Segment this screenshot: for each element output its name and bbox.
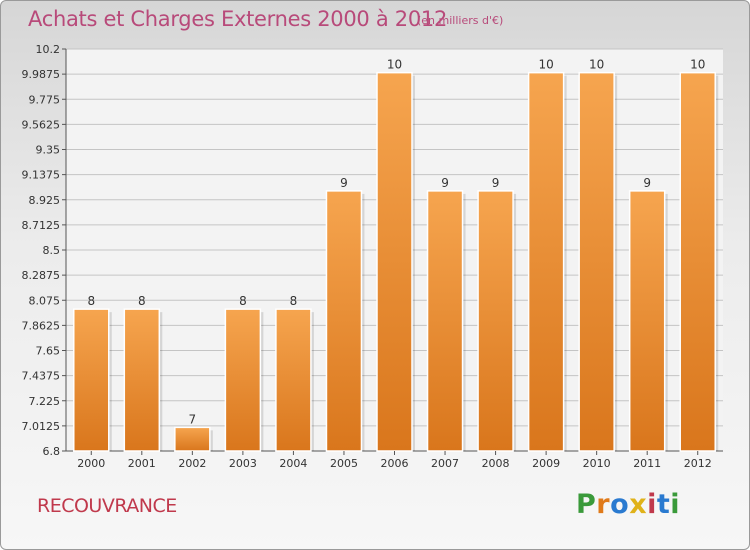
x-tick-label: 2009 [532,457,560,470]
y-tick-label: 7.225 [29,395,61,408]
bar [527,71,565,452]
y-tick-label: 8.925 [29,194,61,207]
x-tick-label: 2006 [381,457,409,470]
bar [174,426,211,452]
x-tick-label: 2010 [583,457,611,470]
bar-value-label: 10 [690,58,705,72]
bar-value-label: 10 [538,58,553,72]
bar-value-label: 10 [387,58,402,72]
logo-letter: i [670,489,681,520]
y-tick-label: 9.775 [29,93,61,106]
bar-value-label: 8 [239,294,247,308]
bar-value-label: 9 [643,176,651,190]
logo-letter: x [629,489,648,520]
y-tick-label: 6.8 [43,445,61,458]
bar [376,71,413,452]
x-tick-label: 2001 [128,457,156,470]
bar [224,308,262,452]
y-tick-label: 7.4375 [22,370,61,383]
bar [628,190,666,452]
bar [578,71,615,452]
bar [426,190,464,452]
bar-value-label: 9 [492,176,500,190]
bar [73,308,110,452]
bar [477,190,514,452]
logo-letter: o [610,489,630,520]
chart-title: Achats et Charges Externes 2000 à 2012 [28,7,448,31]
commune-name: RECOUVRANCE [37,495,177,517]
bar [679,71,716,452]
y-tick-label: 8.7125 [22,219,61,232]
y-tick-label: 9.9875 [22,68,61,81]
y-tick-label: 7.65 [36,345,61,358]
x-tick-label: 2002 [178,457,206,470]
bar-value-label: 8 [87,294,95,308]
logo-letter: t [656,489,671,520]
y-tick-label: 8.5 [43,244,61,257]
x-tick-label: 2000 [77,457,105,470]
logo-letter: P [576,489,597,520]
y-tick-label: 8.075 [29,294,61,307]
logo-letter: r [596,489,611,520]
bar-value-label: 7 [189,412,197,426]
bar [123,308,161,452]
y-tick-label: 9.1375 [22,169,61,182]
x-tick-label: 2007 [431,457,459,470]
chart-unit: (en milliers d'€) [417,14,504,27]
y-tick-label: 8.2875 [22,269,61,282]
x-tick-label: 2008 [482,457,510,470]
x-tick-label: 2004 [279,457,307,470]
x-tick-label: 2011 [633,457,661,470]
bar-value-label: 10 [589,58,604,72]
y-tick-label: 9.35 [36,144,61,157]
bar-value-label: 8 [290,294,298,308]
x-tick-label: 2005 [330,457,358,470]
bar-value-label: 9 [340,176,348,190]
proxiti-logo[interactable]: Proxiti [576,489,680,520]
y-tick-label: 7.0125 [22,420,61,433]
y-tick-label: 7.8625 [22,319,61,332]
y-tick-label: 9.5625 [22,118,61,131]
x-tick-label: 2003 [229,457,257,470]
bar-value-label: 9 [441,176,449,190]
logo-letter: i [647,489,657,520]
y-tick-label: 10.2 [36,43,61,56]
bar [275,308,312,452]
bar-value-label: 8 [138,294,146,308]
bar [325,190,363,452]
x-tick-label: 2012 [684,457,712,470]
